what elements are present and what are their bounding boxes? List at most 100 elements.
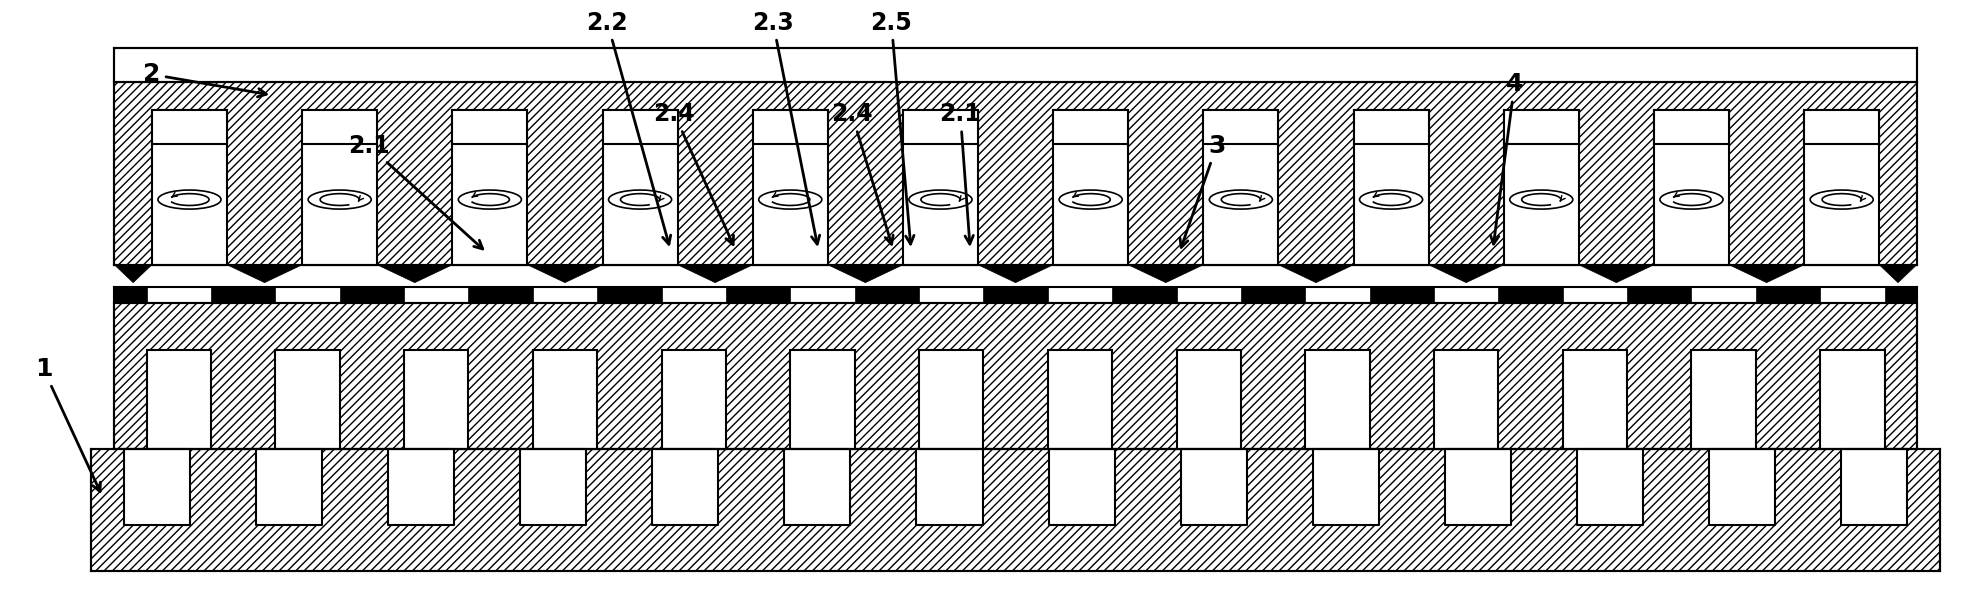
Bar: [1181, 449, 1246, 525]
Bar: [1353, 109, 1428, 143]
Polygon shape: [828, 265, 903, 283]
Text: 2.1: 2.1: [347, 134, 483, 249]
Polygon shape: [1371, 287, 1434, 303]
Polygon shape: [1580, 265, 1655, 283]
Bar: [653, 449, 718, 525]
Polygon shape: [1879, 265, 1917, 283]
Circle shape: [909, 190, 972, 209]
Bar: [603, 109, 678, 265]
Bar: [1445, 449, 1511, 525]
Bar: [1804, 109, 1879, 265]
Bar: [1053, 109, 1128, 143]
Polygon shape: [1240, 287, 1305, 303]
Bar: [903, 109, 978, 265]
Polygon shape: [598, 287, 661, 303]
Bar: [276, 350, 339, 449]
Bar: [404, 350, 469, 449]
Bar: [1505, 109, 1580, 265]
Bar: [1842, 449, 1907, 525]
Polygon shape: [678, 265, 753, 283]
Bar: [1305, 350, 1371, 449]
Text: 2.5: 2.5: [870, 11, 913, 244]
Polygon shape: [726, 287, 791, 303]
Bar: [661, 350, 726, 449]
Bar: [1203, 109, 1278, 265]
Polygon shape: [114, 287, 146, 303]
Polygon shape: [854, 287, 919, 303]
Bar: [1177, 350, 1240, 449]
Polygon shape: [1128, 265, 1203, 283]
Bar: [1804, 109, 1879, 143]
Bar: [302, 109, 377, 143]
Bar: [1203, 109, 1278, 143]
Polygon shape: [211, 287, 276, 303]
Polygon shape: [1885, 287, 1917, 303]
Bar: [91, 449, 1940, 571]
Bar: [753, 109, 828, 265]
Text: 2.4: 2.4: [653, 102, 734, 245]
Bar: [452, 109, 527, 265]
Circle shape: [308, 190, 371, 209]
Bar: [1049, 449, 1114, 525]
Bar: [1353, 109, 1428, 265]
Circle shape: [458, 190, 521, 209]
Polygon shape: [984, 287, 1047, 303]
Polygon shape: [1627, 287, 1692, 303]
Polygon shape: [227, 265, 302, 283]
Polygon shape: [1729, 265, 1804, 283]
Bar: [1047, 350, 1112, 449]
Circle shape: [158, 190, 221, 209]
Bar: [452, 109, 527, 143]
Bar: [1505, 109, 1580, 143]
Bar: [1562, 350, 1627, 449]
Bar: [1820, 350, 1885, 449]
Polygon shape: [978, 265, 1053, 283]
Text: 2.4: 2.4: [830, 102, 893, 245]
Bar: [919, 350, 984, 449]
Bar: [521, 449, 586, 525]
Text: 2.3: 2.3: [751, 11, 820, 244]
Bar: [1692, 350, 1755, 449]
Bar: [146, 350, 211, 449]
Polygon shape: [1755, 287, 1820, 303]
Polygon shape: [1112, 287, 1177, 303]
Bar: [152, 109, 227, 265]
Bar: [532, 350, 598, 449]
Polygon shape: [469, 287, 532, 303]
Bar: [114, 82, 1917, 265]
Polygon shape: [114, 265, 152, 283]
Bar: [302, 109, 377, 265]
Bar: [152, 109, 227, 143]
Bar: [388, 449, 454, 525]
Bar: [603, 109, 678, 143]
Text: 4: 4: [1491, 73, 1522, 244]
Circle shape: [609, 190, 672, 209]
Bar: [114, 48, 1917, 82]
Text: 1: 1: [35, 357, 101, 491]
Bar: [785, 449, 850, 525]
Circle shape: [1660, 190, 1724, 209]
Bar: [917, 449, 982, 525]
Circle shape: [1511, 190, 1574, 209]
Polygon shape: [1278, 265, 1353, 283]
Bar: [1053, 109, 1128, 265]
Circle shape: [1059, 190, 1122, 209]
Circle shape: [1810, 190, 1873, 209]
Text: 2: 2: [144, 62, 266, 97]
Circle shape: [1209, 190, 1272, 209]
Polygon shape: [1499, 287, 1562, 303]
Bar: [256, 449, 321, 525]
Circle shape: [759, 190, 822, 209]
Circle shape: [1359, 190, 1422, 209]
Bar: [1578, 449, 1643, 525]
Bar: [903, 109, 978, 143]
Text: 3: 3: [1179, 134, 1225, 248]
Bar: [114, 303, 1917, 449]
Bar: [753, 109, 828, 143]
Bar: [1710, 449, 1775, 525]
Polygon shape: [1428, 265, 1505, 283]
Bar: [1434, 350, 1499, 449]
Bar: [124, 449, 189, 525]
Polygon shape: [377, 265, 452, 283]
Bar: [1313, 449, 1378, 525]
